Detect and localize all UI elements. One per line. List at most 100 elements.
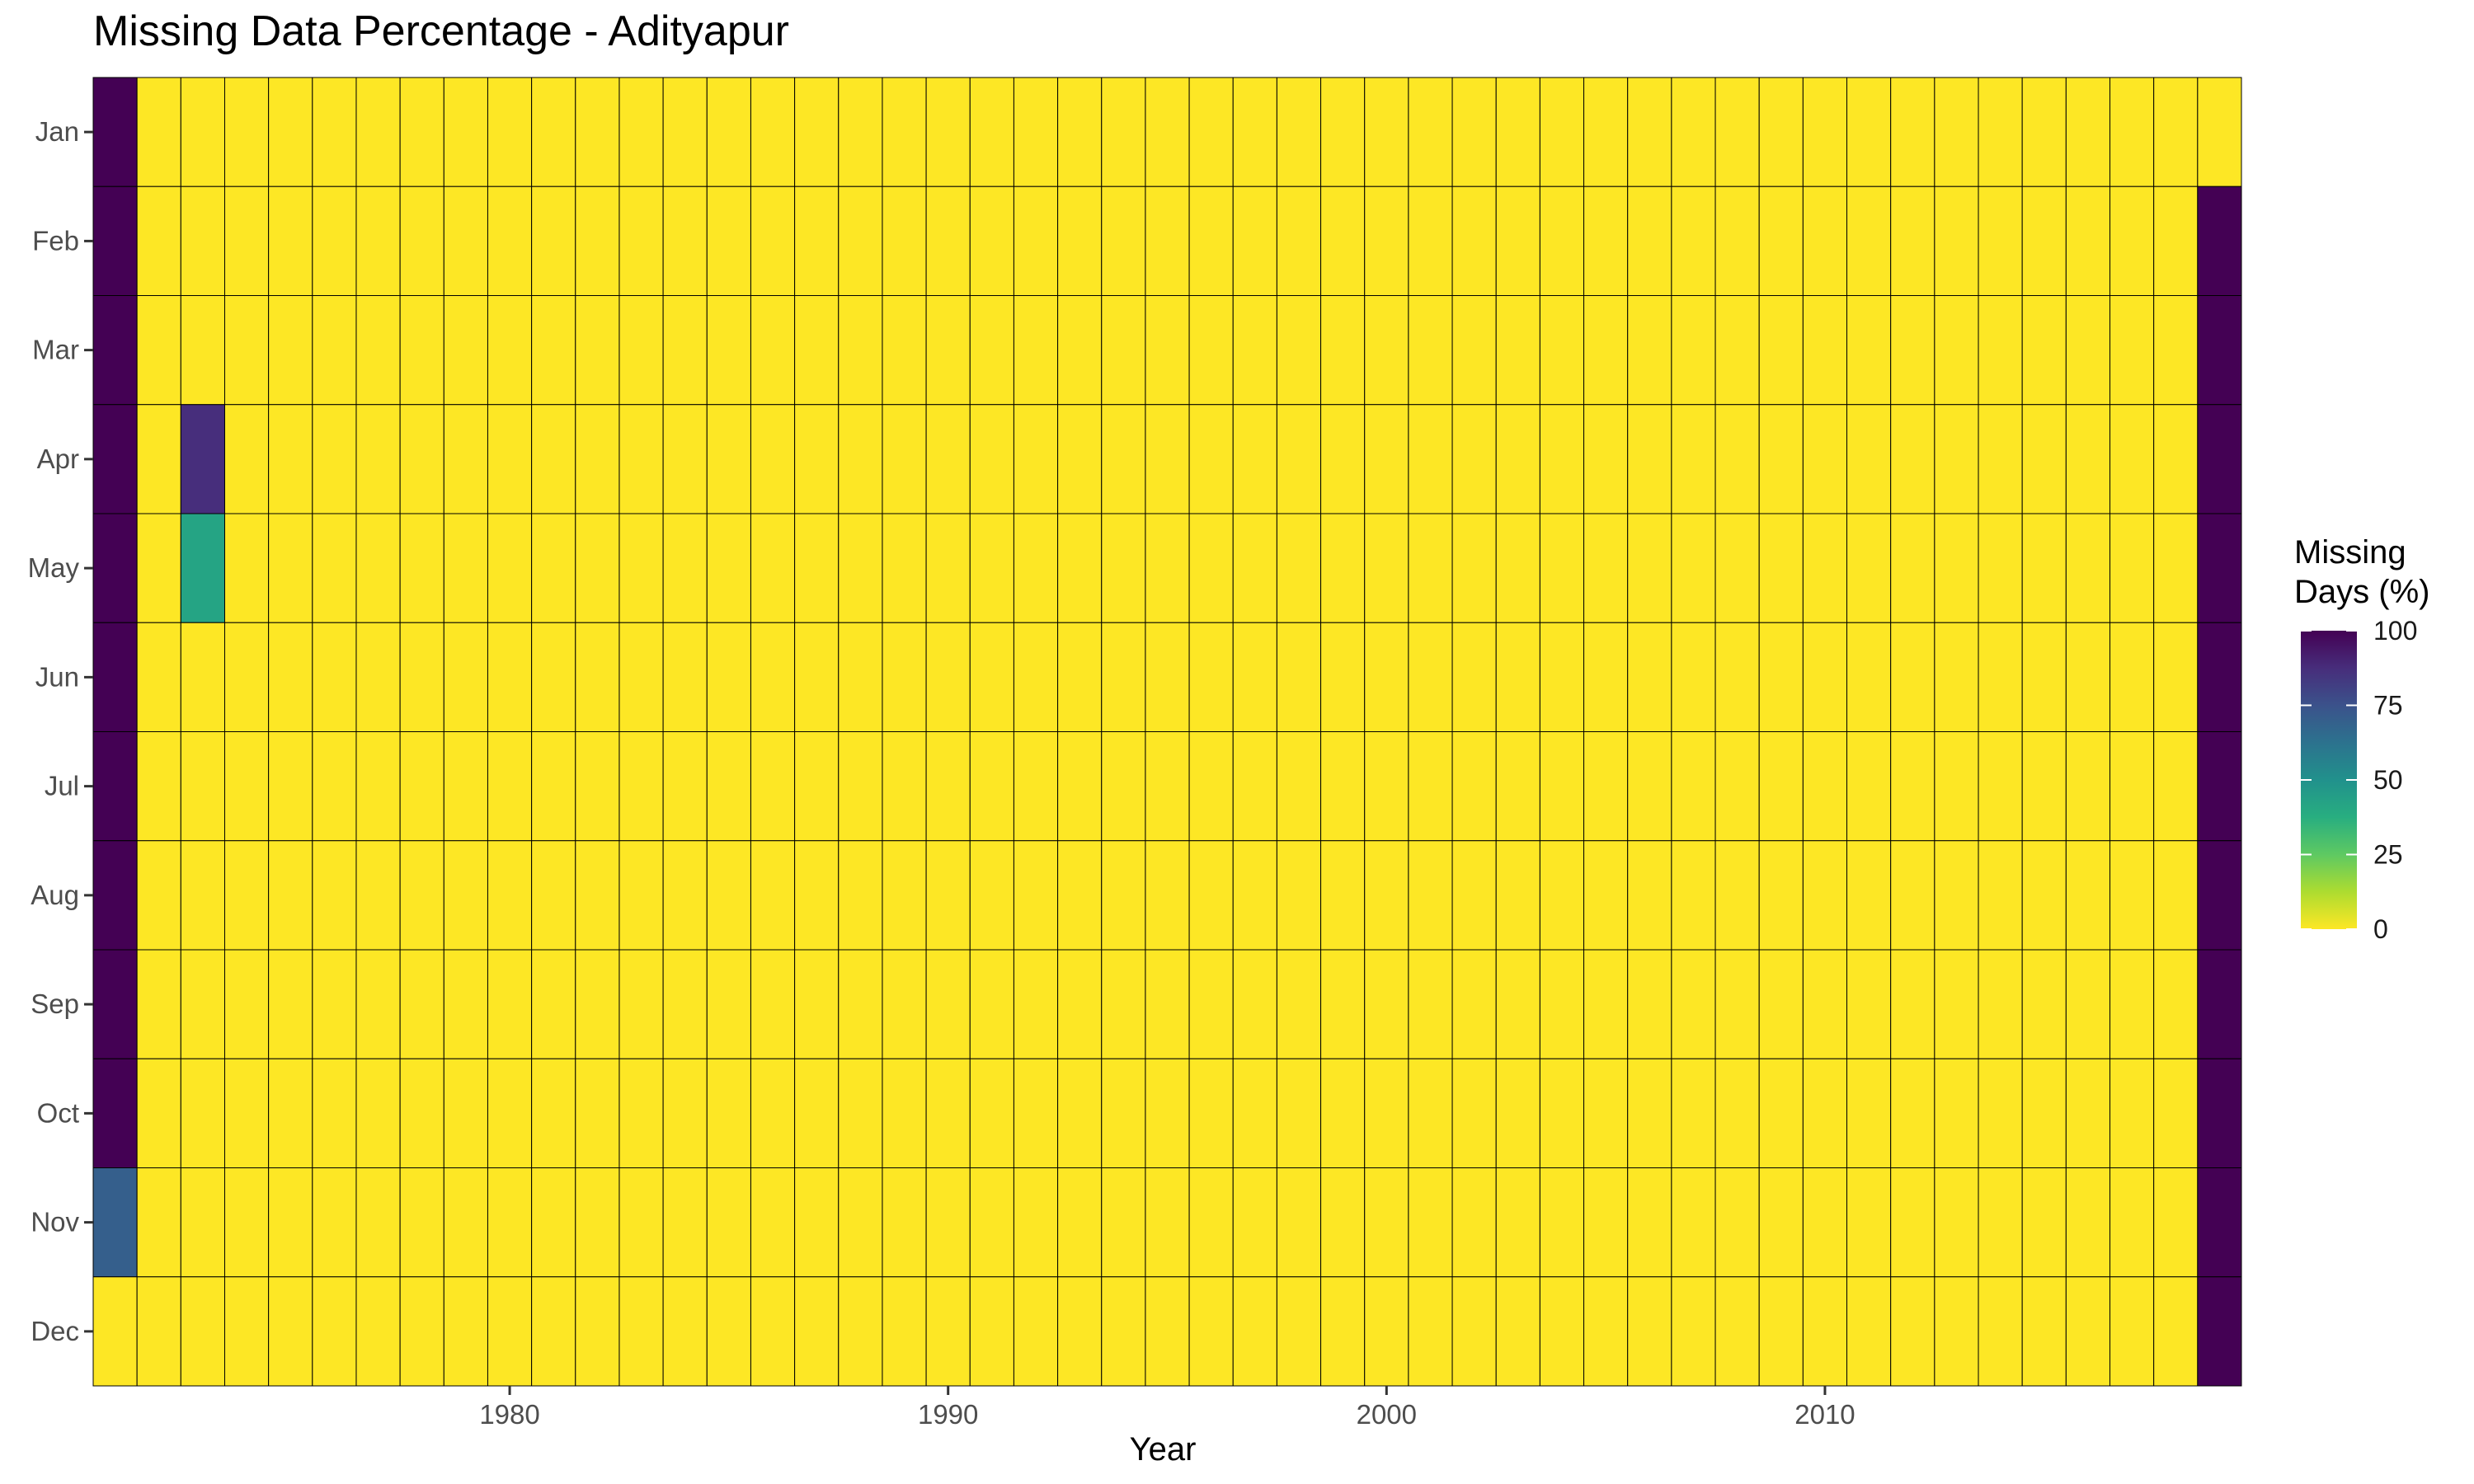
heatmap-cell — [1320, 840, 1366, 951]
heatmap-cell — [2109, 731, 2155, 842]
heatmap-cell — [1539, 1167, 1585, 1278]
heatmap-cell — [355, 622, 401, 732]
heatmap-cell — [1451, 404, 1497, 514]
heatmap-cell — [1539, 295, 1585, 406]
heatmap-cell — [355, 731, 401, 842]
heatmap-cell — [794, 77, 840, 187]
heatmap-cell — [2065, 404, 2111, 514]
heatmap-cell — [1364, 186, 1409, 296]
heatmap-cell — [750, 513, 796, 623]
heatmap-cell — [838, 1276, 883, 1387]
heatmap-cell — [1934, 1058, 1979, 1168]
heatmap-cell — [706, 77, 751, 187]
heatmap-cell — [1802, 1276, 1848, 1387]
heatmap-cell — [487, 404, 533, 514]
heatmap-cell — [223, 949, 270, 1059]
heatmap-cell — [487, 1058, 533, 1168]
heatmap-cell — [1057, 1167, 1103, 1278]
heatmap-cell — [1188, 186, 1234, 296]
heatmap-cell — [268, 295, 313, 406]
heatmap-cell — [531, 1276, 576, 1387]
heatmap-cell — [1846, 77, 1892, 187]
heatmap-cell — [750, 1276, 796, 1387]
heatmap-cell — [443, 295, 488, 406]
heatmap-cell — [1978, 622, 2023, 732]
heatmap-cell — [136, 1276, 181, 1387]
heatmap-cell — [1408, 77, 1453, 187]
heatmap-cell — [1802, 77, 1848, 187]
heatmap-cell — [1495, 186, 1540, 296]
heatmap-cell — [1978, 840, 2023, 951]
heatmap-cell — [312, 404, 357, 514]
heatmap-cell — [882, 404, 927, 514]
x-axis: 1980 1990 2000 2010 — [479, 1386, 1856, 1430]
heatmap-cell — [706, 513, 751, 623]
heatmap-cell — [1714, 404, 1760, 514]
heatmap-cell — [1890, 186, 1935, 296]
heatmap-cell — [223, 840, 270, 951]
heatmap-cell — [1408, 949, 1453, 1059]
heatmap-cell — [1364, 840, 1409, 951]
heatmap-cell — [487, 1167, 533, 1278]
heatmap-cell — [706, 949, 751, 1059]
heatmap-cell — [618, 186, 664, 296]
heatmap-cell — [706, 404, 751, 514]
heatmap-cell — [925, 622, 971, 732]
heatmap-cell — [1145, 513, 1190, 623]
heatmap-cell — [355, 513, 401, 623]
heatmap-cell — [1846, 622, 1892, 732]
heatmap-cell — [531, 404, 576, 514]
heatmap-cell — [1714, 731, 1760, 842]
heatmap-cell — [2021, 622, 2067, 732]
heatmap-cell — [2065, 186, 2111, 296]
heatmap-cell — [180, 622, 225, 732]
heatmap-cell — [1013, 186, 1059, 296]
heatmap-cell — [1408, 186, 1453, 296]
heatmap-cell — [1495, 1058, 1540, 1168]
heatmap-cell — [355, 840, 401, 951]
heatmap-cell — [399, 949, 444, 1059]
heatmap-cell — [1583, 186, 1629, 296]
heatmap-cell — [794, 949, 840, 1059]
heatmap-cell — [1451, 949, 1497, 1059]
heatmap-cell — [1408, 404, 1453, 514]
heatmap-cell — [180, 731, 225, 842]
heatmap-cell — [969, 186, 1014, 296]
heatmap-cell — [1101, 840, 1146, 951]
heatmap-cell — [575, 1276, 620, 1387]
heatmap-cell — [1802, 404, 1848, 514]
legend-tick-label: 0 — [2373, 914, 2388, 944]
heatmap-cell — [1802, 295, 1848, 406]
heatmap-cell — [1408, 622, 1453, 732]
heatmap-cell — [1495, 1276, 1540, 1387]
heatmap-cell — [1671, 404, 1716, 514]
heatmap-cell — [531, 77, 576, 187]
heatmap-cell — [268, 186, 313, 296]
heatmap-cell — [180, 77, 225, 187]
heatmap-cell — [487, 622, 533, 732]
heatmap-cell — [1539, 622, 1585, 732]
heatmap-cell — [268, 949, 313, 1059]
heatmap-cell — [355, 1058, 401, 1168]
heatmap-cell — [1188, 1058, 1234, 1168]
heatmap-cell — [1758, 186, 1804, 296]
heatmap-cell — [1714, 295, 1760, 406]
heatmap-cell — [1320, 1276, 1366, 1387]
heatmap-cell — [223, 295, 270, 406]
heatmap-cell — [794, 840, 840, 951]
heatmap-cell — [1320, 186, 1366, 296]
heatmap-cell — [1627, 295, 1672, 406]
heatmap-cell — [1232, 513, 1277, 623]
heatmap-cell — [1890, 731, 1935, 842]
heatmap-cell — [662, 513, 708, 623]
heatmap-cell — [1802, 840, 1848, 951]
heatmap-cell — [1145, 949, 1190, 1059]
heatmap-cell — [1583, 949, 1629, 1059]
heatmap-cell — [1057, 949, 1103, 1059]
heatmap-cell — [1495, 404, 1540, 514]
heatmap-cell — [1758, 622, 1804, 732]
heatmap-cell — [355, 186, 401, 296]
heatmap-cell — [2197, 186, 2242, 296]
heatmap-cell — [1276, 404, 1322, 514]
